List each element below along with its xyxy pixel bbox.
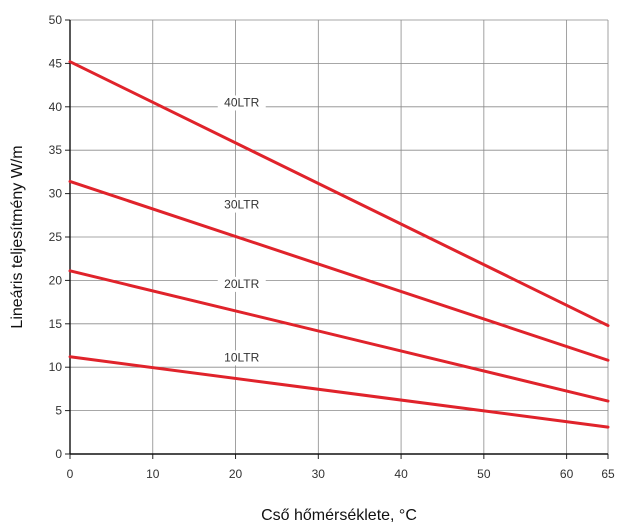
series-line-10ltr — [68, 355, 610, 429]
series-label-20ltr: 20LTR — [224, 277, 259, 291]
x-tick-label: 10 — [146, 467, 160, 481]
series-line-40ltr — [68, 60, 610, 328]
x-tick-label: 0 — [67, 467, 74, 481]
y-tick-label: 45 — [49, 56, 63, 70]
y-axis: 0 5 10 15 20 25 30 35 40 45 50 — [49, 13, 71, 461]
y-tick-label: 30 — [49, 187, 63, 201]
series-label-bg — [217, 350, 266, 366]
series-label-bg — [217, 197, 266, 213]
x-axis-title: Cső hőmérséklete, °C — [261, 507, 417, 524]
y-tick-label: 5 — [55, 404, 62, 418]
x-tick-label: 50 — [477, 467, 491, 481]
y-tick-label: 25 — [49, 230, 63, 244]
grid — [70, 19, 609, 454]
y-tick-label: 10 — [49, 360, 63, 374]
series-label-10ltr: 10LTR — [224, 350, 259, 364]
x-axis: 0 10 20 30 40 50 60 65 — [67, 453, 615, 481]
x-tick-label: 30 — [312, 467, 326, 481]
series-line-20ltr — [68, 269, 610, 403]
series-group: 40LTR 30LTR 20LTR 10LTR — [68, 60, 610, 429]
series-label-40ltr: 40LTR — [224, 95, 259, 109]
x-tick-label: 20 — [229, 467, 243, 481]
y-tick-label: 35 — [49, 143, 63, 157]
y-tick-label: 15 — [49, 317, 63, 331]
series-label-30ltr: 30LTR — [224, 198, 259, 212]
x-tick-label: 40 — [394, 467, 408, 481]
x-tick-label: 60 — [560, 467, 574, 481]
series-label-bg — [217, 95, 266, 111]
y-tick-label: 50 — [49, 13, 63, 27]
y-tick-label: 40 — [49, 100, 63, 114]
y-tick-label: 0 — [55, 447, 62, 461]
y-tick-label: 20 — [49, 273, 63, 287]
series-label-bg — [217, 276, 266, 292]
x-tick-label: 65 — [601, 467, 615, 481]
series-line-30ltr — [68, 179, 610, 362]
y-axis-title: Lineáris teljesítmény W/m — [9, 145, 26, 328]
